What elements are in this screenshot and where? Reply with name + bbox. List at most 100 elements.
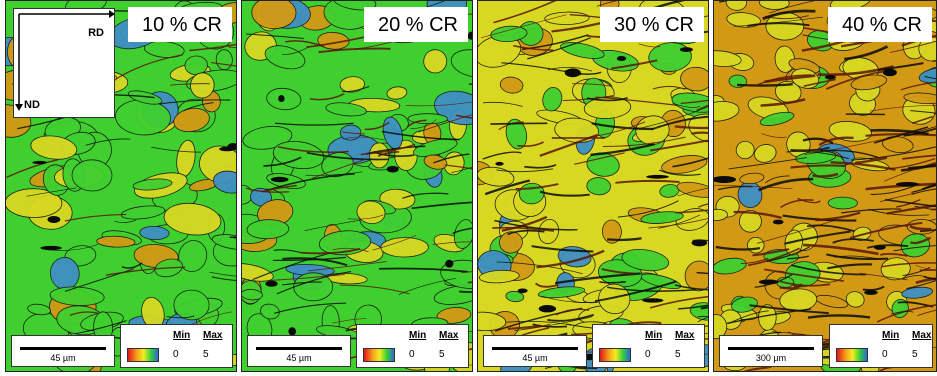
- grain: [163, 202, 222, 236]
- kam-map-40cr: [714, 1, 936, 371]
- deformation-band: [691, 131, 708, 135]
- micrograph-panel-30cr: 30 % CR 45 µm Min 0 Max 5: [477, 0, 709, 372]
- grain: [260, 303, 280, 320]
- deformation-band: [6, 159, 59, 179]
- grain: [753, 144, 777, 163]
- grain: [499, 76, 524, 94]
- grain: [6, 188, 63, 218]
- deformation-band: [889, 40, 936, 53]
- deformation-band: [760, 98, 806, 107]
- grain: [27, 303, 51, 316]
- deformation-band: [282, 281, 322, 286]
- deformation-band: [513, 44, 554, 51]
- deformation-band: [159, 99, 231, 105]
- deformation-band: [658, 169, 701, 176]
- deformation-band: [749, 304, 829, 315]
- deformation-band: [517, 141, 544, 148]
- void-particle: [265, 280, 278, 287]
- deformation-band: [913, 126, 936, 134]
- deformation-band: [433, 153, 470, 164]
- deformation-band: [881, 262, 936, 268]
- deformation-band: [572, 83, 611, 87]
- deformation-band: [752, 248, 790, 257]
- deformation-band: [859, 272, 908, 281]
- deformation-band: [804, 137, 892, 155]
- deformation-band: [771, 331, 806, 335]
- grain: [250, 187, 272, 207]
- deformation-band: [757, 219, 835, 244]
- scale-bar-text: 45 µm: [522, 353, 548, 363]
- deformation-band: [790, 146, 830, 152]
- deformation-band: [680, 99, 708, 105]
- grain: [726, 12, 761, 28]
- deformation-band: [855, 156, 888, 165]
- deformation-band: [677, 187, 708, 197]
- deformation-band: [527, 37, 591, 60]
- deformation-band: [832, 238, 874, 244]
- deformation-band: [347, 214, 384, 220]
- deformation-band: [915, 277, 936, 285]
- axes-arrows-icon: [15, 10, 115, 111]
- grain: [747, 236, 765, 254]
- deformation-band: [790, 164, 846, 169]
- void-particle: [517, 288, 528, 294]
- grain: [845, 291, 865, 308]
- legend-max-label: Max: [675, 330, 695, 341]
- kam-map-30cr: [478, 1, 708, 371]
- grain: [478, 166, 515, 187]
- deformation-band: [911, 184, 936, 194]
- deformation-band: [342, 86, 370, 93]
- grain: [739, 209, 762, 233]
- deformation-band: [602, 136, 686, 148]
- deformation-band: [484, 179, 531, 196]
- grain: [386, 86, 408, 100]
- deformation-band: [490, 122, 548, 125]
- deformation-band: [607, 286, 696, 292]
- void-particle: [40, 245, 62, 251]
- deformation-band: [574, 152, 625, 165]
- deformation-band: [304, 219, 362, 231]
- grain: [901, 286, 934, 299]
- deformation-band: [878, 62, 924, 71]
- grain: [598, 283, 631, 315]
- cr-label: 20 % CR: [363, 7, 468, 42]
- grain: [739, 172, 765, 185]
- grain: [827, 196, 858, 210]
- grain: [96, 235, 136, 248]
- deformation-band: [740, 257, 769, 265]
- grain: [178, 240, 208, 272]
- deformation-band: [252, 252, 331, 281]
- deformation-band: [493, 1, 557, 24]
- deformation-band: [492, 226, 555, 232]
- deformation-band: [611, 59, 658, 70]
- deformation-band: [267, 173, 355, 192]
- legend-max-label: Max: [203, 330, 223, 341]
- grain: [918, 67, 936, 84]
- deformation-band: [924, 76, 936, 80]
- void-particle: [714, 176, 736, 183]
- deformation-band: [309, 93, 345, 101]
- deformation-band: [649, 295, 708, 309]
- deformation-band: [844, 45, 889, 61]
- deformation-band: [496, 168, 554, 173]
- deformation-band: [301, 247, 361, 255]
- legend-gradient: [127, 348, 159, 362]
- deformation-band: [305, 171, 363, 176]
- deformation-band: [826, 70, 885, 90]
- deformation-band: [547, 313, 595, 322]
- void-particle: [895, 182, 919, 187]
- cr-label: 30 % CR: [599, 7, 704, 42]
- deformation-band: [715, 245, 761, 251]
- deformation-band: [700, 306, 708, 310]
- deformation-band: [210, 62, 236, 67]
- deformation-band: [906, 280, 936, 290]
- deformation-band: [769, 1, 815, 14]
- deformation-band: [342, 131, 365, 135]
- grain: [450, 49, 472, 78]
- deformation-band: [378, 267, 468, 273]
- deformation-band: [806, 224, 855, 233]
- deformation-band: [911, 115, 934, 124]
- void-particle: [47, 216, 61, 223]
- grain: [791, 68, 820, 89]
- deformation-band: [121, 262, 143, 269]
